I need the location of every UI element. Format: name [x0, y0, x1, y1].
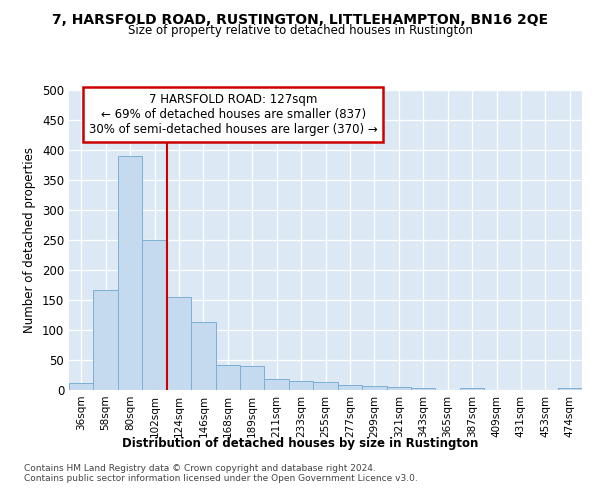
Bar — [460, 388, 484, 390]
Bar — [215, 365, 240, 390]
Y-axis label: Number of detached properties: Number of detached properties — [23, 147, 37, 333]
Bar — [338, 385, 362, 390]
Bar — [118, 156, 142, 390]
Bar — [167, 297, 191, 390]
Bar — [362, 386, 386, 390]
Bar — [69, 383, 94, 390]
Text: Contains HM Land Registry data © Crown copyright and database right 2024.
Contai: Contains HM Land Registry data © Crown c… — [24, 464, 418, 483]
Bar — [142, 240, 167, 390]
Text: Size of property relative to detached houses in Rustington: Size of property relative to detached ho… — [128, 24, 472, 37]
Bar — [557, 388, 582, 390]
Text: 7 HARSFOLD ROAD: 127sqm
← 69% of detached houses are smaller (837)
30% of semi-d: 7 HARSFOLD ROAD: 127sqm ← 69% of detache… — [89, 93, 377, 136]
Bar — [411, 388, 436, 390]
Text: Distribution of detached houses by size in Rustington: Distribution of detached houses by size … — [122, 438, 478, 450]
Bar — [386, 387, 411, 390]
Bar — [265, 379, 289, 390]
Bar — [191, 322, 215, 390]
Text: 7, HARSFOLD ROAD, RUSTINGTON, LITTLEHAMPTON, BN16 2QE: 7, HARSFOLD ROAD, RUSTINGTON, LITTLEHAMP… — [52, 12, 548, 26]
Bar — [240, 366, 265, 390]
Bar — [313, 382, 338, 390]
Bar — [289, 381, 313, 390]
Bar — [94, 290, 118, 390]
